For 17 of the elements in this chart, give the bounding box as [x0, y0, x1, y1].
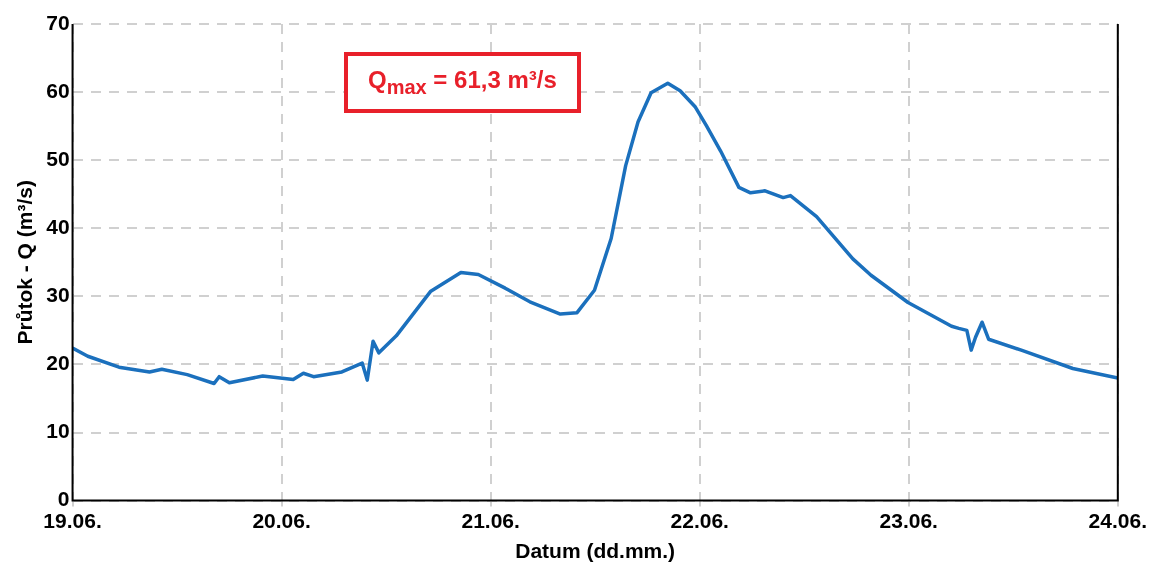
y-tick-label: 0 [57, 487, 70, 511]
y-tick-label: 10 [46, 419, 70, 443]
y-tick-label: 50 [46, 146, 70, 170]
annotation: Q$_{max}$ = 61,3 m³/s [344, 52, 581, 113]
y-tick-label: 60 [46, 78, 70, 102]
y-axis-title: Průtok - Q (m³/s) [13, 180, 37, 345]
y-tick-label: 40 [46, 215, 70, 239]
y-tick-label: 70 [46, 10, 70, 34]
y-tick-label: 20 [46, 351, 70, 375]
y-tick-label: 30 [46, 283, 70, 307]
x-axis-title: Datum (dd.mm.) [515, 539, 676, 563]
x-tick-label: 23.06. [879, 509, 938, 532]
x-tick-label: 22.06. [670, 509, 729, 532]
x-tick-label: 20.06. [252, 509, 311, 532]
x-tick-label: 21.06. [461, 509, 520, 532]
x-tick-label: 19.06. [43, 509, 102, 532]
x-tick-label: 24.06. [1088, 509, 1147, 532]
